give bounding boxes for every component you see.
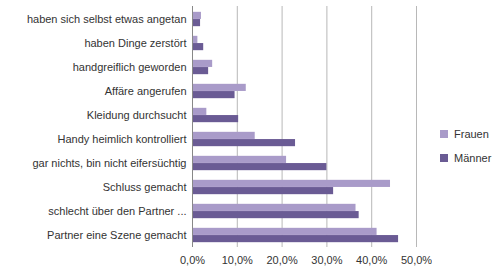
svg-text:Schluss gemacht: Schluss gemacht — [103, 181, 187, 193]
svg-text:40,0%: 40,0% — [356, 254, 387, 266]
html-text:Frauen: Frauen — [454, 128, 489, 140]
svg-text:30,0%: 30,0% — [311, 254, 342, 266]
svg-text:handgreiflich geworden: handgreiflich geworden — [73, 61, 187, 73]
svg-text:Handy heimlich kontrolliert: Handy heimlich kontrolliert — [58, 133, 187, 145]
svg-text:50,0%: 50,0% — [401, 254, 432, 266]
svg-text:Kleidung durchsucht: Kleidung durchsucht — [87, 109, 187, 121]
html-text:Männer: Männer — [454, 152, 492, 164]
svg-text:Affäre angerufen: Affäre angerufen — [105, 85, 187, 97]
svg-text:gar nichts, bin nicht eifersüc: gar nichts, bin nicht eifersüchtig — [32, 157, 186, 169]
svg-text:10,0%: 10,0% — [222, 254, 253, 266]
svg-text:haben Dinge zerstört: haben Dinge zerstört — [84, 37, 186, 49]
svg-text:0,0%: 0,0% — [180, 254, 205, 266]
svg-text:20,0%: 20,0% — [266, 254, 297, 266]
svg-text:haben sich selbst etwas angeta: haben sich selbst etwas angetan — [27, 13, 187, 25]
svg-text:Partner eine Szene gemacht: Partner eine Szene gemacht — [47, 229, 186, 241]
svg-text:schlecht über den Partner ...: schlecht über den Partner ... — [48, 205, 186, 217]
